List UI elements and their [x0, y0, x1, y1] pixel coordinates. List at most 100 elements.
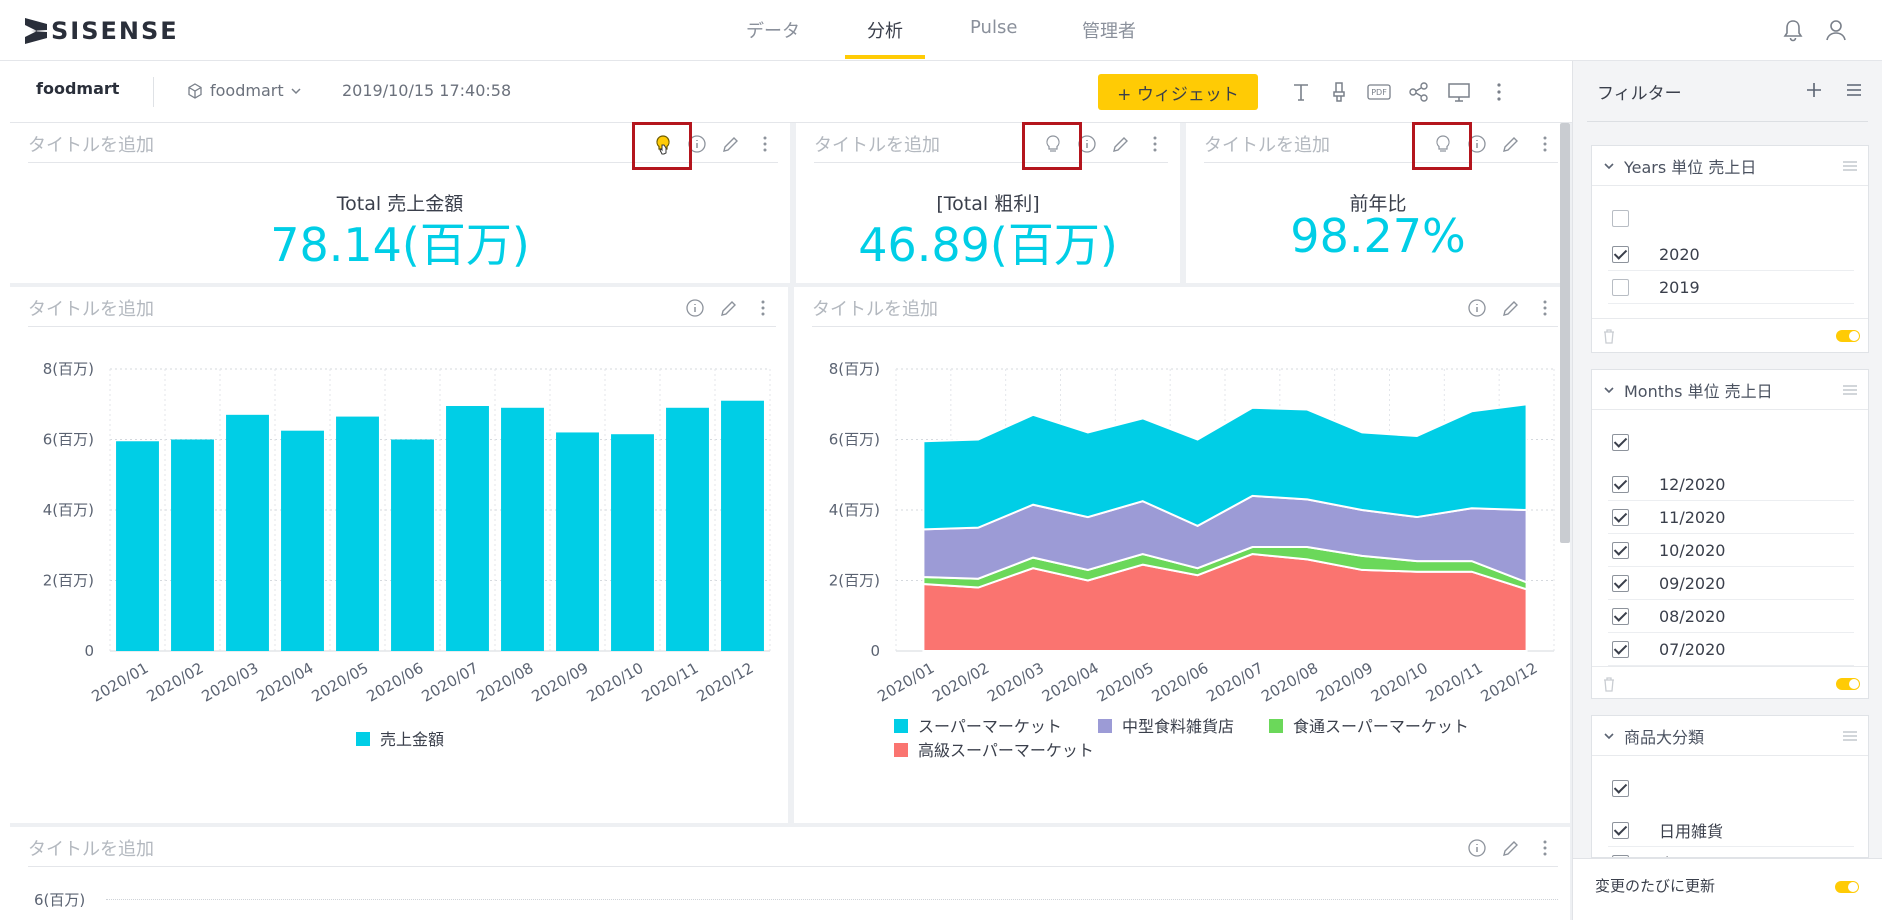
edit-pencil-icon[interactable] [1110, 133, 1132, 155]
x-tick-label: 2020/01 [89, 659, 152, 706]
widget-title[interactable]: タイトルを追加 [28, 135, 154, 156]
canvas-scrollbar[interactable] [1560, 123, 1570, 543]
bell-icon[interactable] [1779, 16, 1807, 44]
filter-item-label: 08/2020 [1659, 606, 1726, 626]
edit-pencil-icon[interactable] [720, 133, 742, 155]
menu-icon[interactable] [1845, 81, 1863, 99]
bar-chart-widget[interactable]: タイトルを追加 0 2(百万) 4(百万) 6(百万) 8(百万) 2020/01 2020… [10, 287, 788, 823]
filter-item[interactable]: 09/2020 [1608, 567, 1854, 600]
x-tick-label: 2020/04 [254, 659, 317, 706]
text-icon[interactable] [1288, 79, 1314, 105]
bottom-chart-widget[interactable]: タイトルを追加 6(百万) [10, 827, 1570, 920]
edit-pencil-icon[interactable] [1500, 837, 1522, 859]
bar [171, 439, 214, 651]
more-vertical-icon[interactable] [1486, 79, 1512, 105]
filter-item[interactable]: 食品 [1608, 847, 1854, 857]
select-all-checkbox[interactable] [1612, 210, 1629, 227]
select-all-checkbox-row[interactable] [1608, 772, 1854, 805]
filter-item[interactable]: 11/2020 [1608, 501, 1854, 534]
select-all-checkbox-row[interactable] [1608, 202, 1854, 235]
info-icon[interactable] [1466, 297, 1488, 319]
filter-enable-toggle[interactable] [1836, 330, 1860, 342]
select-all-checkbox-row[interactable] [1608, 426, 1854, 459]
kpi-widget-yoy[interactable]: タイトルを追加 前年比 98.27% [1186, 123, 1570, 283]
more-vertical-icon[interactable] [754, 133, 776, 155]
info-icon[interactable] [684, 297, 706, 319]
area-chart-widget[interactable]: タイトルを追加 0 2(百万) 4(百万) 6(百万) 8(百万) 2020/01 2020… [794, 287, 1570, 823]
drag-handle-icon[interactable] [1842, 729, 1858, 743]
sisense-logo[interactable]: SISENSE [25, 16, 179, 46]
filter-item[interactable]: 2019 [1608, 271, 1854, 304]
more-vertical-icon[interactable] [1534, 837, 1556, 859]
widget-title[interactable]: タイトルを追加 [1204, 135, 1330, 156]
add-widget-button[interactable]: + ウィジェット [1098, 74, 1258, 110]
more-vertical-icon[interactable] [1144, 133, 1166, 155]
drag-handle-icon[interactable] [1842, 383, 1858, 397]
checkbox[interactable] [1612, 508, 1629, 526]
filter-panel-title: フィルター [1597, 84, 1682, 104]
checkbox[interactable] [1612, 640, 1629, 658]
pdf-icon[interactable]: PDF [1366, 79, 1392, 105]
lightbulb-icon[interactable] [1042, 133, 1064, 155]
widget-title[interactable]: タイトルを追加 [812, 299, 938, 320]
trash-icon[interactable] [1600, 675, 1618, 693]
filter-item[interactable]: 07/2020 [1608, 633, 1854, 666]
edit-pencil-icon[interactable] [1500, 297, 1522, 319]
checkbox[interactable] [1612, 821, 1629, 839]
lightbulb-icon[interactable] [1432, 133, 1454, 155]
user-icon[interactable] [1822, 16, 1850, 44]
filter-item[interactable]: 2020 [1608, 238, 1854, 271]
brush-icon[interactable] [1326, 79, 1352, 105]
datasource-selector[interactable]: foodmart [186, 81, 302, 100]
edit-pencil-icon[interactable] [1500, 133, 1522, 155]
filter-group-header[interactable]: Years 単位 売上日 [1592, 146, 1868, 186]
x-tick-label: 2020/08 [474, 659, 537, 706]
widget-title[interactable]: タイトルを追加 [28, 299, 154, 320]
checkbox[interactable] [1612, 245, 1629, 263]
filter-group-header[interactable]: 商品大分類 [1592, 716, 1868, 756]
lightbulb-icon[interactable] [652, 133, 674, 155]
add-icon[interactable] [1805, 81, 1823, 99]
y-tick-label: 6(百万) [34, 891, 86, 909]
trash-icon[interactable] [1600, 327, 1618, 345]
legend-swatch [894, 743, 908, 757]
checkbox[interactable] [1612, 541, 1629, 559]
kpi-widget-total-sales[interactable]: タイトルを追加 Total 売上金額 78.14(百万) [10, 123, 790, 283]
widget-title[interactable]: タイトルを追加 [28, 839, 154, 860]
checkbox[interactable] [1612, 607, 1629, 625]
more-vertical-icon[interactable] [752, 297, 774, 319]
select-all-checkbox[interactable] [1612, 434, 1629, 451]
chevron-down-icon[interactable] [1602, 383, 1616, 397]
filter-item[interactable]: 10/2020 [1608, 534, 1854, 567]
info-icon[interactable] [1466, 837, 1488, 859]
tab-admin[interactable]: 管理者 [1082, 21, 1136, 42]
checkbox[interactable] [1612, 278, 1629, 296]
more-vertical-icon[interactable] [1534, 133, 1556, 155]
more-vertical-icon[interactable] [1534, 297, 1556, 319]
checkbox[interactable] [1612, 574, 1629, 592]
select-all-checkbox[interactable] [1612, 780, 1629, 797]
auto-update-toggle[interactable] [1835, 881, 1859, 893]
kpi-widget-gross-profit[interactable]: タイトルを追加 [Total 粗利] 46.89(百万) [796, 123, 1180, 283]
highlight-box [1022, 122, 1082, 170]
filter-item[interactable]: 08/2020 [1608, 600, 1854, 633]
share-icon[interactable] [1406, 79, 1432, 105]
bar [336, 416, 379, 651]
filter-enable-toggle[interactable] [1836, 678, 1860, 690]
checkbox[interactable] [1612, 854, 1629, 857]
widget-title[interactable]: タイトルを追加 [814, 135, 940, 156]
checkbox[interactable] [1612, 475, 1629, 493]
chevron-down-icon[interactable] [1602, 159, 1616, 173]
tab-analytics[interactable]: 分析 [867, 21, 903, 42]
tab-data[interactable]: データ [746, 21, 800, 42]
edit-pencil-icon[interactable] [718, 297, 740, 319]
filter-group-header[interactable]: Months 単位 売上日 [1592, 370, 1868, 410]
monitor-icon[interactable] [1446, 79, 1472, 105]
y-tick-label: 6(百万) [829, 431, 880, 449]
chevron-down-icon[interactable] [1602, 729, 1616, 743]
filter-item[interactable]: 12/2020 [1608, 468, 1854, 501]
filter-item[interactable]: 日用雑貨 [1608, 814, 1854, 847]
drag-handle-icon[interactable] [1842, 159, 1858, 173]
tab-pulse[interactable]: Pulse [970, 17, 1018, 38]
x-tick-label: 2020/02 [144, 659, 207, 706]
